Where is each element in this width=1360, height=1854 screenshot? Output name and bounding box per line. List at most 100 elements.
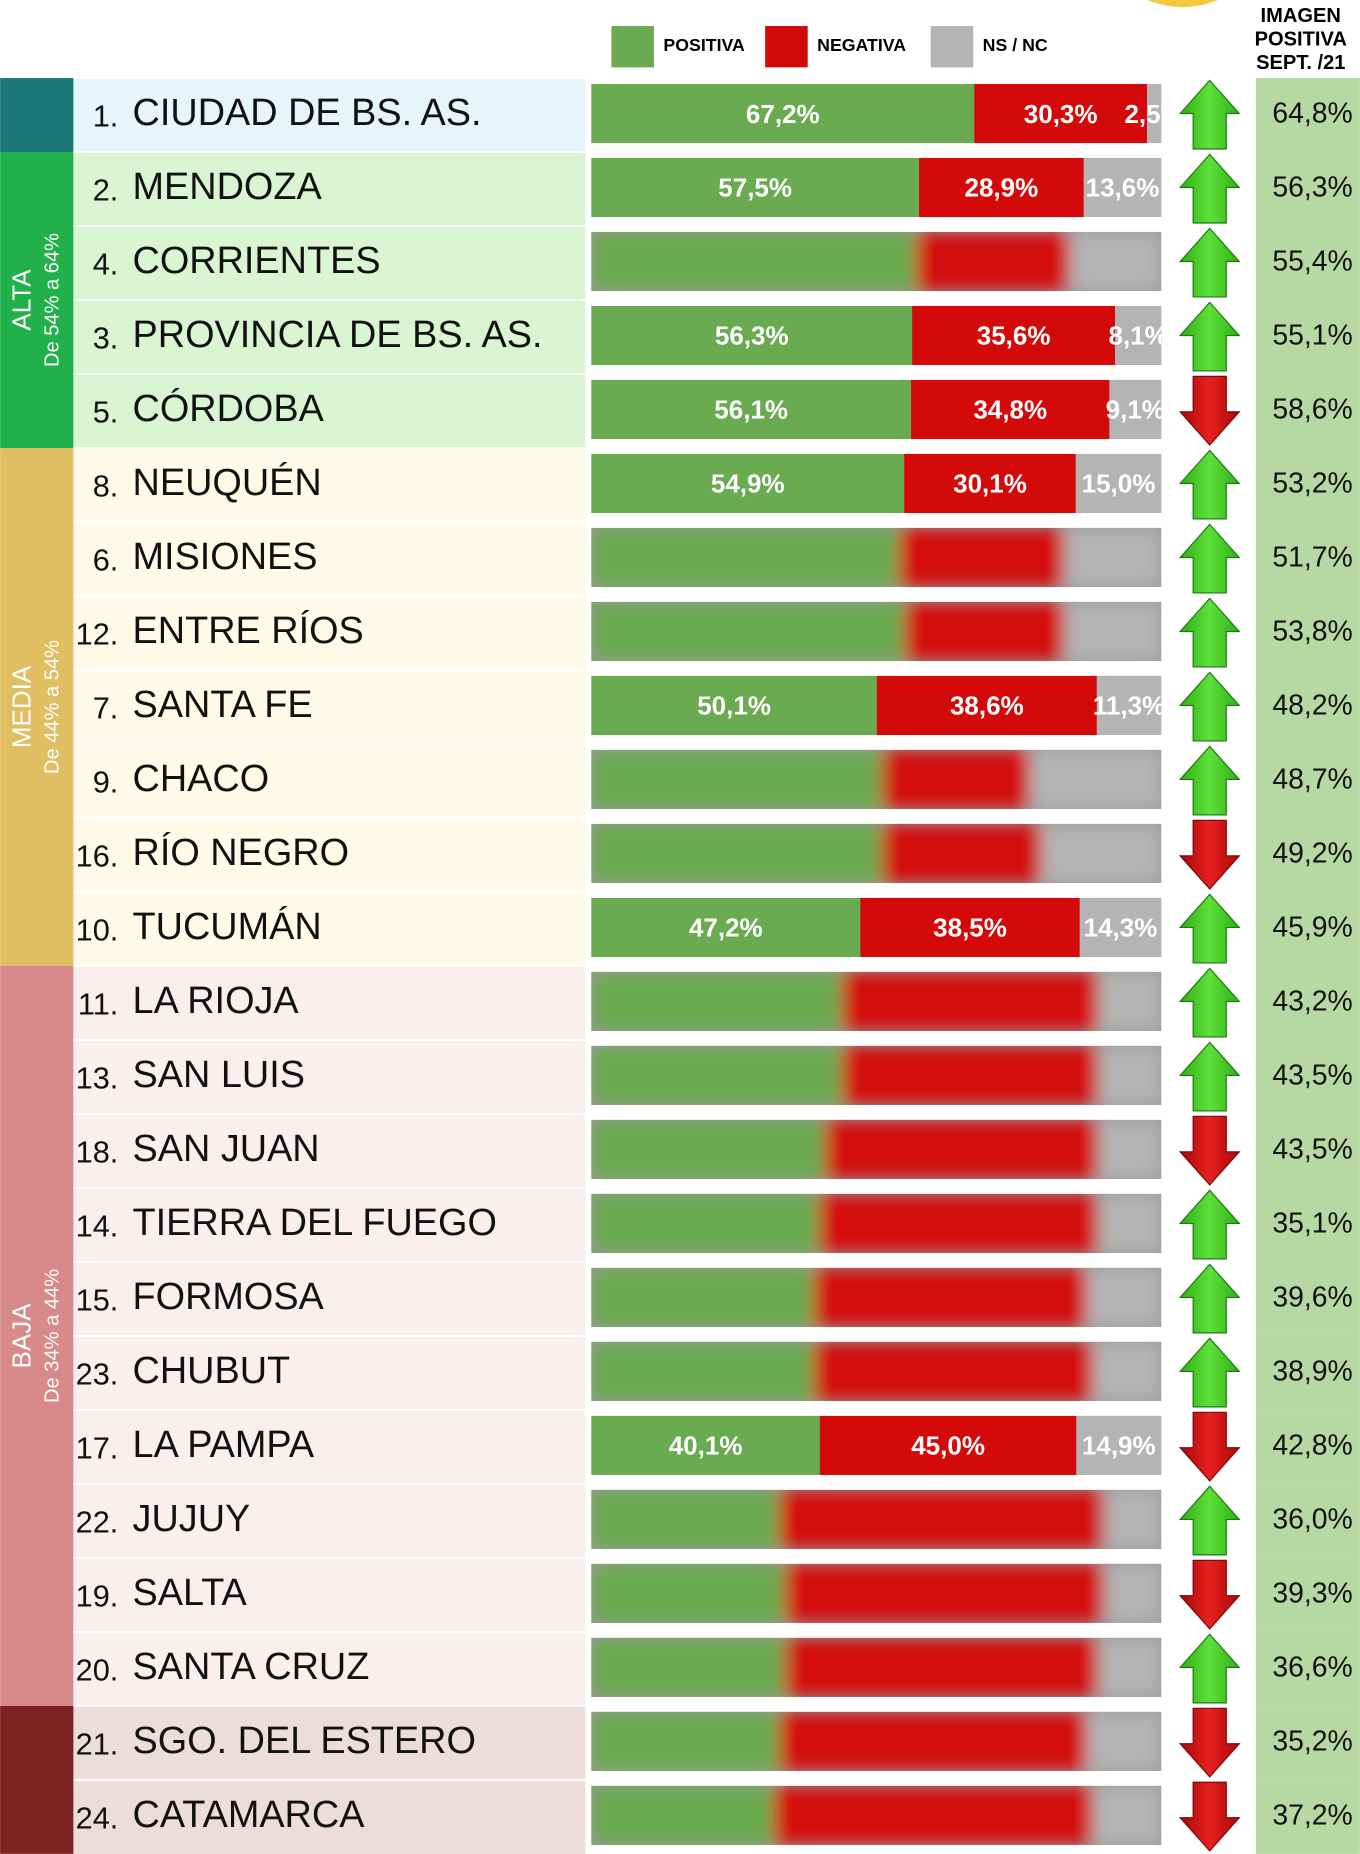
legend-swatch bbox=[765, 26, 808, 68]
rank: 16. bbox=[76, 839, 119, 874]
image-cell bbox=[1255, 743, 1360, 818]
trend-arrow-down bbox=[1178, 375, 1241, 446]
rank: 23. bbox=[76, 1357, 119, 1392]
bar-segments bbox=[591, 1711, 1162, 1771]
legend-swatch bbox=[930, 26, 974, 68]
bar-segment bbox=[591, 83, 975, 144]
image-cell bbox=[1255, 965, 1360, 1040]
bar-segment bbox=[591, 453, 905, 514]
bar-segment bbox=[591, 1489, 780, 1549]
bar-segment bbox=[785, 1563, 1105, 1623]
bar-segment bbox=[904, 601, 1065, 662]
image-value: 36,6% bbox=[1272, 1651, 1352, 1683]
bar-label: 14,3% bbox=[1084, 913, 1158, 943]
trend-arrow-down bbox=[1178, 1707, 1241, 1778]
bar-segment bbox=[912, 305, 1116, 366]
stacked-bar bbox=[591, 1119, 1162, 1179]
bar-segment bbox=[591, 1267, 814, 1327]
bar-segment bbox=[591, 971, 843, 1032]
section-name: MEDIA bbox=[7, 665, 37, 748]
bar-segments bbox=[591, 1637, 1162, 1697]
bar-segments bbox=[591, 305, 1162, 366]
section-band bbox=[0, 965, 74, 1706]
image-cell bbox=[1255, 669, 1360, 744]
header-text: SEPT. /21 bbox=[1256, 52, 1345, 74]
trend-arrow-up bbox=[1178, 597, 1241, 668]
bar-label: 50,1% bbox=[697, 691, 771, 721]
rank: 10. bbox=[76, 913, 119, 948]
stacked-bar: 67,2% 30,3% 2,5% bbox=[591, 83, 1162, 144]
rank: 5. bbox=[93, 395, 119, 430]
bar-segments bbox=[591, 1045, 1162, 1105]
image-value: 55,1% bbox=[1272, 320, 1352, 352]
rank: 20. bbox=[76, 1653, 119, 1688]
bar-segments bbox=[591, 157, 1162, 218]
image-value: 49,2% bbox=[1272, 837, 1352, 869]
stacked-bar bbox=[591, 1193, 1162, 1253]
image-cell bbox=[1255, 226, 1360, 301]
bar-segment bbox=[591, 1415, 820, 1475]
rank: 6. bbox=[93, 543, 119, 578]
bar-segments bbox=[591, 1193, 1162, 1253]
bar-segment bbox=[842, 971, 1099, 1032]
bar-segments bbox=[591, 379, 1162, 440]
image-value: 39,3% bbox=[1272, 1577, 1352, 1609]
bar-label: 45,0% bbox=[911, 1431, 985, 1461]
image-value: 35,1% bbox=[1272, 1207, 1352, 1239]
bar-segment bbox=[911, 379, 1110, 440]
name: CIUDAD DE BS. AS. bbox=[133, 92, 482, 134]
name: JUJUY bbox=[133, 1498, 251, 1540]
image-cell bbox=[1255, 1705, 1360, 1780]
bar-segments bbox=[591, 527, 1162, 588]
bar-label: 13,6% bbox=[1086, 173, 1160, 203]
trend-arrow-down bbox=[1178, 1781, 1241, 1852]
bar-segment bbox=[1030, 749, 1162, 810]
image-value: 39,6% bbox=[1272, 1281, 1352, 1313]
rank: 18. bbox=[76, 1135, 119, 1170]
stacked-bar bbox=[591, 823, 1162, 884]
stacked-bar bbox=[591, 1563, 1162, 1623]
image-value: 53,8% bbox=[1272, 615, 1352, 647]
image-value: 43,5% bbox=[1272, 1133, 1352, 1165]
bar-label: 67,2% bbox=[746, 99, 820, 129]
bar-segment bbox=[1087, 1267, 1162, 1327]
legend-swatch bbox=[611, 26, 654, 68]
trend-arrow-up bbox=[1178, 893, 1241, 964]
name: NEUQUÉN bbox=[133, 462, 322, 504]
name: CÓRDOBA bbox=[133, 388, 325, 430]
stacked-bar: 57,5% 28,9% 13,6% bbox=[591, 157, 1162, 218]
bar-segment bbox=[1076, 1415, 1162, 1475]
name: CHACO bbox=[133, 758, 270, 800]
bar-segment bbox=[1104, 1489, 1162, 1549]
section-range: De 44% a 54% bbox=[42, 640, 64, 774]
bar-segments bbox=[591, 83, 1162, 144]
bar-segment bbox=[785, 1637, 1099, 1697]
name: CORRIENTES bbox=[133, 240, 381, 282]
trend-arrow-up bbox=[1178, 1485, 1241, 1556]
bar-segment bbox=[1041, 823, 1162, 884]
name: TUCUMÁN bbox=[133, 906, 322, 948]
name: FORMOSA bbox=[133, 1276, 325, 1318]
image-value: 53,2% bbox=[1272, 468, 1352, 500]
bar-label: 8,1% bbox=[1109, 321, 1168, 351]
bar-segment bbox=[779, 1489, 1105, 1549]
bar-segments bbox=[591, 897, 1162, 958]
bar-segment bbox=[591, 749, 882, 810]
bar-segments bbox=[591, 231, 1162, 292]
bar-segment bbox=[1098, 1045, 1162, 1105]
image-cell bbox=[1255, 78, 1360, 153]
stacked-bar bbox=[591, 971, 1162, 1032]
name: SANTA CRUZ bbox=[133, 1646, 370, 1688]
bar-segment bbox=[819, 1415, 1077, 1475]
image-cell bbox=[1255, 1113, 1360, 1188]
stacked-bar bbox=[591, 527, 1162, 588]
stacked-bar bbox=[591, 601, 1162, 662]
bar-segment bbox=[1098, 1193, 1162, 1253]
rank: 14. bbox=[76, 1209, 119, 1244]
name: MISIONES bbox=[133, 536, 318, 578]
trend-arrow-up bbox=[1178, 1263, 1241, 1334]
section-name: BAJA bbox=[7, 1303, 37, 1369]
bar-segment bbox=[899, 527, 1065, 588]
image-cell bbox=[1255, 152, 1360, 227]
